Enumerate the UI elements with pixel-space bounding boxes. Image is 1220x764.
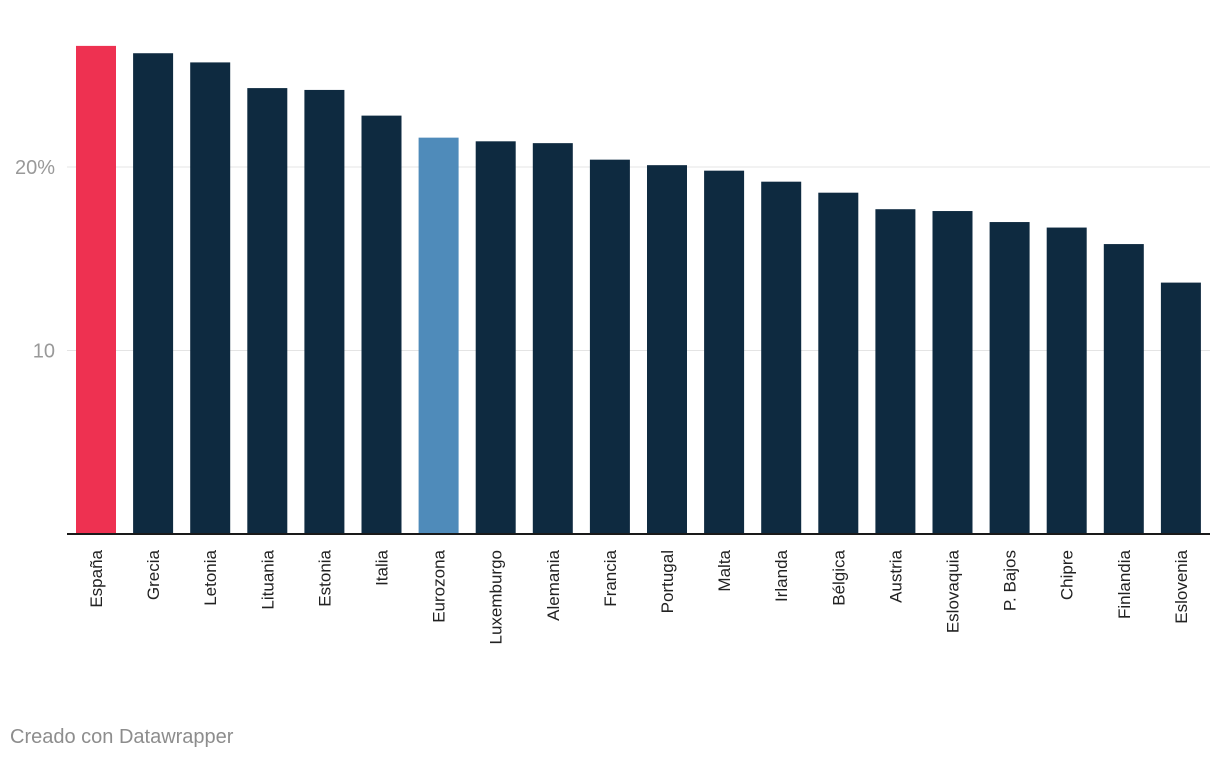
x-tick-label: Eurozona (430, 549, 449, 622)
x-tick-label: Bélgica (829, 549, 848, 605)
bar-lituania[interactable] (247, 88, 288, 534)
x-tick-label: Chipre (1058, 550, 1077, 600)
y-tick-label: 10 (33, 341, 55, 363)
gridlines (67, 166, 1210, 351)
bar-letonia[interactable] (190, 62, 231, 534)
x-tick-label: Eslovaquia (944, 549, 963, 633)
bar-malta[interactable] (704, 170, 745, 535)
bar-bélgica[interactable] (818, 192, 859, 534)
x-tick-label: Lituania (258, 549, 277, 609)
x-tick-label: Italia (373, 549, 392, 585)
bar-estonia[interactable] (304, 89, 345, 535)
x-tick-label: Francia (601, 549, 620, 606)
bars (76, 45, 1201, 535)
x-axis-ticks: España Grecia Letonia Lituania Estonia Italia… (87, 549, 1191, 644)
x-tick-label: Finlandia (1115, 549, 1134, 619)
y-axis-ticks: 10 20% (15, 157, 55, 363)
x-tick-label: Grecia (144, 549, 163, 600)
bar-españa[interactable] (76, 45, 116, 534)
x-tick-label: Austria (886, 549, 905, 602)
bar-eslovaquia[interactable] (932, 211, 973, 535)
bar-alemania[interactable] (532, 143, 573, 534)
bar-eurozona[interactable] (418, 137, 459, 534)
x-tick-label: Irlanda (772, 549, 791, 602)
bar-p-bajos[interactable] (989, 222, 1030, 535)
bar-grecia[interactable] (133, 53, 174, 534)
x-tick-label: P. Bajos (1001, 550, 1020, 611)
bar-chipre[interactable] (1046, 227, 1087, 534)
y-tick-label: 20% (15, 157, 55, 179)
bar-italia[interactable] (361, 115, 402, 535)
bar-francia[interactable] (589, 159, 630, 534)
x-tick-label: Luxemburgo (487, 550, 506, 645)
x-tick-label: Estonia (315, 549, 334, 606)
bar-luxemburgo[interactable] (475, 141, 516, 534)
x-tick-label: Malta (715, 549, 734, 591)
bar-portugal[interactable] (647, 165, 687, 535)
x-tick-label: Letonia (201, 549, 220, 605)
x-tick-label: Eslovenia (1172, 549, 1191, 623)
bar-finlandia[interactable] (1103, 244, 1144, 534)
bar-eslovenia[interactable] (1160, 282, 1201, 534)
x-tick-label: Portugal (658, 550, 677, 613)
x-tick-label: Alemania (544, 549, 563, 620)
x-tick-label: España (87, 549, 106, 607)
bar-chart: 10 20% España Grecia Letonia Lituania Estonia… (15, 45, 1210, 645)
bar-irlanda[interactable] (761, 181, 802, 534)
credit-text: Creado con Datawrapper (10, 726, 234, 748)
bar-austria[interactable] (875, 209, 916, 534)
